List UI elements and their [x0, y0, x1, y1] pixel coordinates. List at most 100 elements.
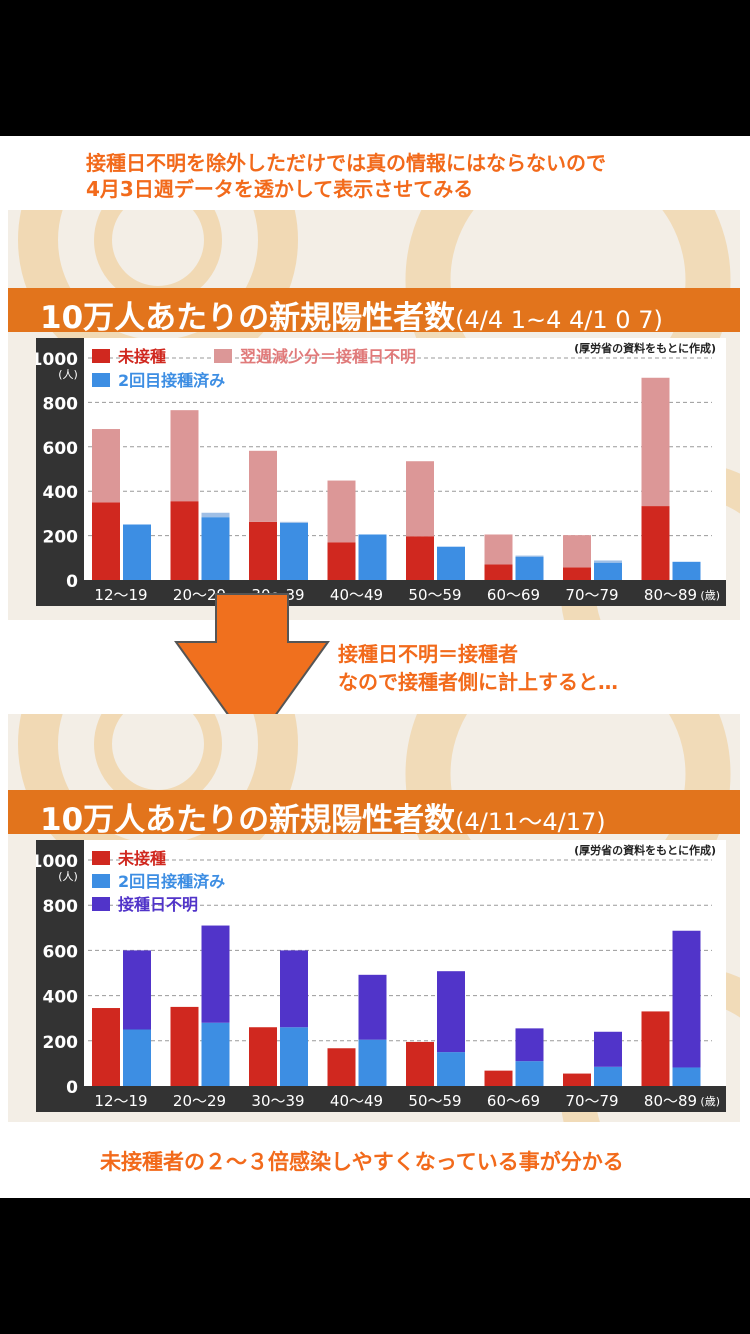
- y-unit-label: (人): [58, 870, 78, 883]
- top-note-line1: 接種日不明を除外しただけでは真の情報にはならないので: [86, 151, 606, 175]
- x-tick-label: 70～79: [565, 1092, 618, 1110]
- x-tick-label: 80～89: [644, 1092, 697, 1110]
- chart-panel-2: 10万人あたりの新規陽性者数(4/11～4/17) 0 200 400 600 800 1…: [8, 714, 740, 1122]
- bar-unknown: [123, 950, 151, 1030]
- y-tick-label: 1000: [36, 350, 78, 370]
- bar-unvaccinated: [327, 542, 356, 580]
- legend-swatch: [92, 874, 110, 888]
- y-tick-label: 200: [43, 528, 79, 548]
- y-axis-panel: [36, 840, 84, 1112]
- x-unit-label: (歳): [700, 589, 720, 602]
- x-tick-label: 20～29: [173, 586, 226, 604]
- y-tick-label: 400: [43, 988, 79, 1008]
- x-tick-label: 30～39: [251, 1092, 304, 1110]
- bar-unvaccinated: [92, 1008, 120, 1086]
- x-tick-label: 60～69: [487, 586, 540, 604]
- bar-unvaccinated: [170, 1006, 199, 1086]
- bar-vaccinated: [594, 1066, 622, 1086]
- bar-unknown-faded: [170, 410, 199, 502]
- bar-unvaccinated: [249, 1027, 277, 1086]
- bar-unvaccinated: [406, 1041, 434, 1086]
- source-note: (厚労省の資料をもとに作成): [574, 843, 716, 857]
- source-note: (厚労省の資料をもとに作成): [574, 341, 716, 355]
- y-tick-label: 0: [66, 572, 78, 592]
- bar-unknown: [594, 1031, 622, 1067]
- bar-vaccinated: [437, 1052, 465, 1086]
- chart-box-1: 0 200 400 600 800 1000 (人) (歳) (厚労省の資料をもとに作成) 12～…: [36, 338, 726, 606]
- bar-vaccinated: [123, 524, 151, 580]
- chart-svg-1: 0 200 400 600 800 1000(人) (歳) (厚労省の資料をもとに作成) 12～…: [36, 338, 726, 606]
- middle-note: 接種日不明＝接種者 なので接種者側に計上すると…: [338, 640, 618, 696]
- bar-vaccinated: [280, 1027, 308, 1086]
- bar-unknown-faded: [249, 450, 277, 522]
- bar-vaccinated-faded: [594, 560, 622, 563]
- x-tick-label: 12～19: [94, 586, 147, 604]
- legend-swatch: [92, 349, 110, 363]
- bar-unvaccinated: [327, 1048, 356, 1086]
- bar-vaccinated: [280, 522, 308, 580]
- bar-unknown: [358, 974, 387, 1040]
- bar-vaccinated: [672, 1067, 701, 1086]
- y-tick-label: 1000: [36, 852, 78, 872]
- x-axis-panel: [36, 580, 726, 606]
- bar-unknown-faded: [563, 535, 591, 568]
- legend-label: 2回目接種済み: [118, 872, 225, 891]
- bar-vaccinated: [358, 534, 387, 580]
- bar-vaccinated: [515, 556, 544, 580]
- y-tick-label: 400: [43, 483, 79, 503]
- bar-vaccinated: [515, 1061, 544, 1086]
- y-tick-label: 600: [43, 942, 79, 962]
- bar-vaccinated: [594, 562, 622, 580]
- bar-unknown-faded: [327, 480, 356, 543]
- legend-label: 接種日不明: [118, 895, 198, 914]
- chart-title-bar: 10万人あたりの新規陽性者数(4/4 1~4 4/1 0 7): [8, 288, 740, 336]
- middle-note-line1: 接種日不明＝接種者: [338, 642, 518, 666]
- bar-vaccinated: [437, 546, 465, 580]
- bar-unknown-faded: [406, 461, 434, 537]
- chart-title: 10万人あたりの新規陽性者数(4/11～4/17): [40, 802, 606, 838]
- bar-vaccinated: [123, 1029, 151, 1086]
- chart-title-range: (4/4 1~4 4/1 0 7): [455, 306, 663, 334]
- y-tick-label: 800: [43, 394, 79, 414]
- chart-title: 10万人あたりの新規陽性者数(4/4 1~4 4/1 0 7): [40, 300, 663, 336]
- top-note: 接種日不明を除外しただけでは真の情報にはならないので 4月3日週データを透かして…: [86, 150, 606, 202]
- chart-box-2: 0 200 400 600 800 1000 (人) (歳) (厚労省の資料をもとに作成) 12～…: [36, 840, 726, 1112]
- y-tick-label: 800: [43, 897, 79, 917]
- chart-title-range: (4/11～4/17): [455, 808, 606, 836]
- legend-swatch: [92, 851, 110, 865]
- x-tick-label: 20～29: [173, 1092, 226, 1110]
- x-axis-panel: [36, 1086, 726, 1112]
- bar-unvaccinated: [641, 506, 670, 580]
- x-tick-label: 80～89: [644, 586, 697, 604]
- bar-unknown-faded: [641, 377, 670, 507]
- x-tick-label: 40～49: [330, 586, 383, 604]
- down-arrow-icon: [174, 593, 330, 750]
- bar-vaccinated: [672, 561, 701, 580]
- middle-note-line2: なので接種者側に計上すると…: [338, 670, 618, 694]
- bar-unknown: [437, 971, 465, 1053]
- bar-unknown: [280, 950, 308, 1028]
- x-tick-label: 12～19: [94, 1092, 147, 1110]
- x-tick-label: 40～49: [330, 1092, 383, 1110]
- bar-unknown: [515, 1028, 544, 1062]
- bar-vaccinated-faded: [515, 555, 544, 557]
- bar-vaccinated: [358, 1039, 387, 1086]
- bar-unvaccinated: [170, 501, 199, 580]
- bar-unvaccinated: [484, 564, 513, 580]
- legend-label: 未接種: [117, 347, 166, 366]
- legend-swatch: [214, 349, 232, 363]
- y-tick-label: 0: [66, 1078, 78, 1098]
- bar-unvaccinated: [484, 1070, 513, 1086]
- chart-panel-1: 10万人あたりの新規陽性者数(4/4 1~4 4/1 0 7) 0 200 400 6…: [8, 210, 740, 620]
- bar-unvaccinated: [406, 536, 434, 580]
- bar-vaccinated: [201, 517, 230, 580]
- legend-swatch: [92, 373, 110, 387]
- bar-vaccinated: [201, 1022, 230, 1086]
- chart-title-bar: 10万人あたりの新規陽性者数(4/11～4/17): [8, 790, 740, 838]
- bar-unvaccinated: [249, 521, 277, 580]
- x-unit-label: (歳): [700, 1095, 720, 1108]
- y-unit-label: (人): [58, 368, 78, 381]
- x-tick-label: 60～69: [487, 1092, 540, 1110]
- bar-unvaccinated: [563, 1073, 591, 1086]
- bottom-note: 未接種者の２～３倍感染しやすくなっている事が分かる: [100, 1150, 624, 1174]
